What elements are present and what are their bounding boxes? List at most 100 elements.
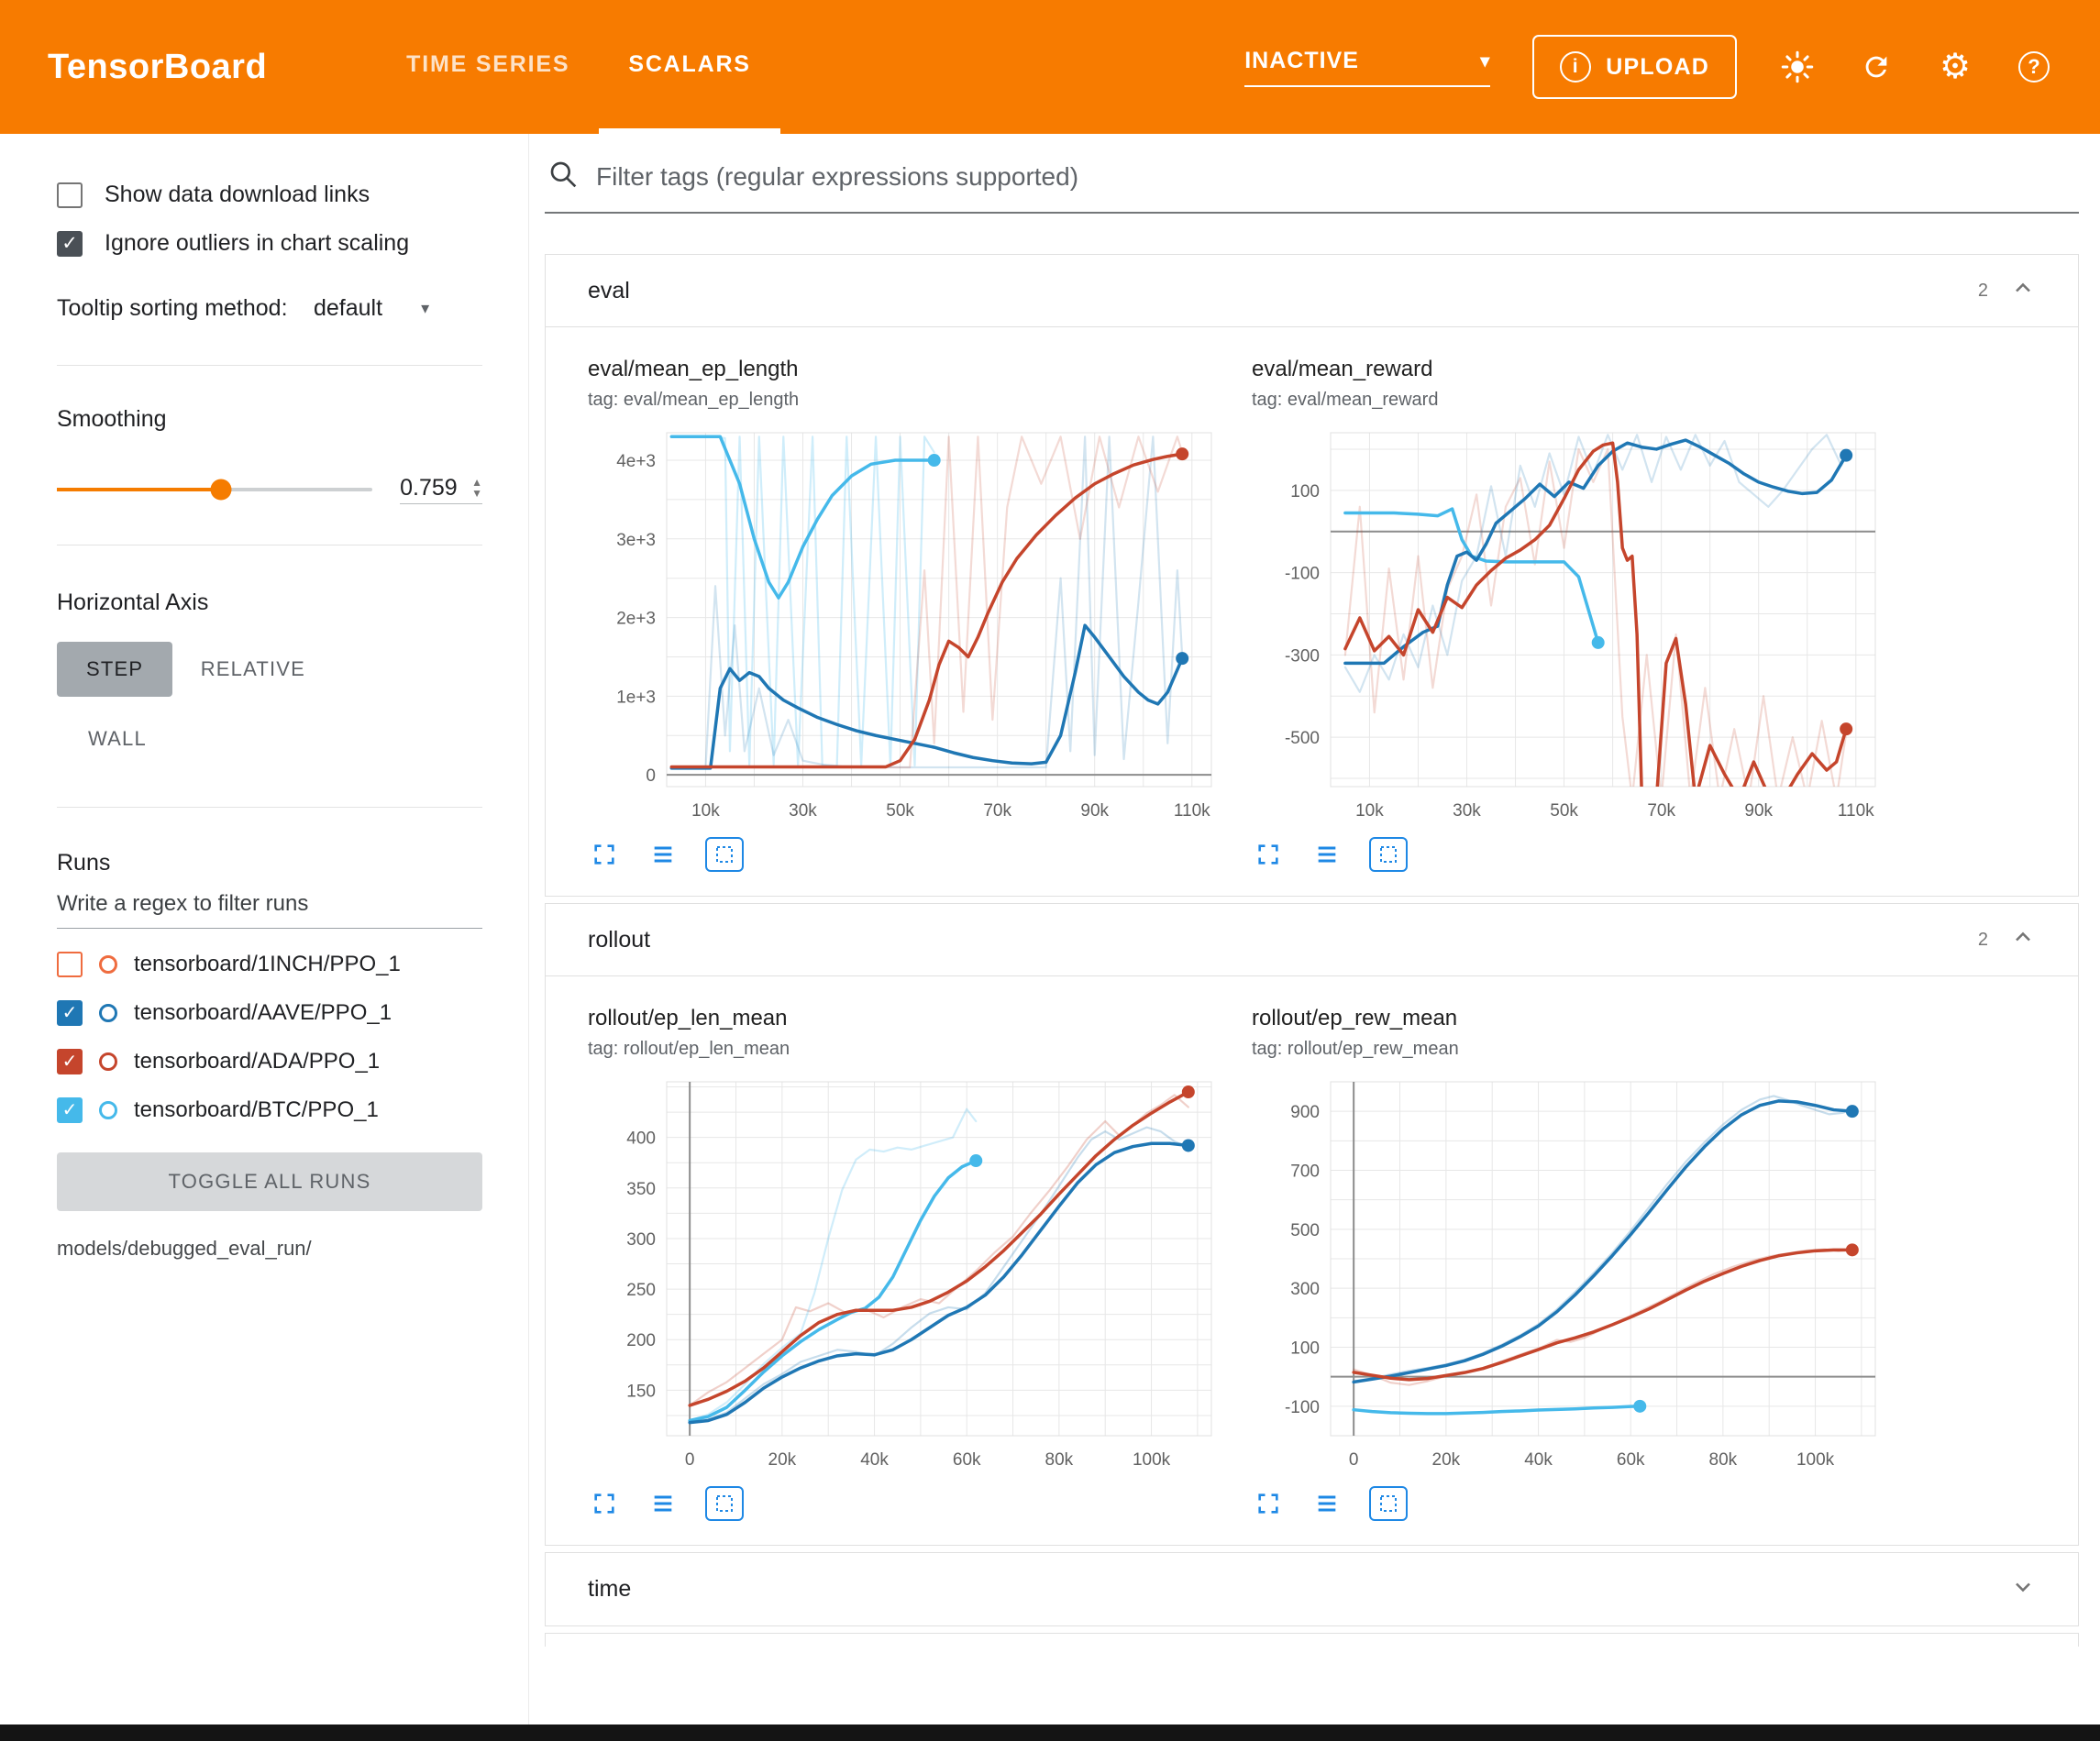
app-title: TensorBoard	[48, 47, 268, 86]
chart-canvas[interactable]: 10k 30k 50k 70k 90k 110k 100 -100 -300 -500	[1252, 420, 1890, 835]
svg-text:-500: -500	[1285, 729, 1320, 748]
chart-eval-mean-reward: eval/mean_reward tag: eval/mean_reward 1…	[1252, 357, 1890, 872]
tab-scalars[interactable]: SCALARS	[599, 0, 780, 134]
chart-canvas[interactable]: 0 20k 40k 60k 80k 100k 150 200 250 300 350 400	[588, 1069, 1226, 1484]
data-table-icon[interactable]	[647, 838, 680, 871]
svg-text:0: 0	[685, 1450, 695, 1470]
brightness-icon[interactable]	[1779, 49, 1816, 85]
svg-text:30k: 30k	[1453, 801, 1481, 821]
data-table-icon[interactable]	[1310, 838, 1343, 871]
settings-gear-icon[interactable]: ⚙	[1939, 48, 1972, 86]
svg-text:900: 900	[1290, 1103, 1320, 1122]
smoothing-value-input[interactable]	[400, 474, 472, 501]
svg-text:70k: 70k	[1647, 801, 1675, 821]
section-eval-header[interactable]: eval 2	[546, 255, 2078, 327]
run-checkbox[interactable]	[57, 951, 83, 977]
show-download-links-checkbox[interactable]	[57, 182, 83, 208]
fit-domain-icon[interactable]	[705, 1486, 744, 1521]
svg-text:-300: -300	[1285, 646, 1320, 666]
run-row[interactable]: tensorboard/1INCH/PPO_1	[57, 951, 482, 977]
filter-tags-input[interactable]	[596, 161, 2075, 192]
expand-chart-icon[interactable]	[588, 838, 621, 871]
filter-tags-row	[545, 160, 2079, 214]
chart-title: rollout/ep_len_mean	[588, 1006, 788, 1030]
help-icon[interactable]: ?	[2016, 49, 2052, 85]
expand-chart-icon[interactable]	[1252, 1487, 1285, 1520]
run-label: tensorboard/1INCH/PPO_1	[134, 951, 401, 976]
axis-step-button[interactable]: STEP	[57, 641, 173, 697]
settings-sidebar: Show data download links ✓ Ignore outlie…	[0, 134, 529, 1724]
data-table-icon[interactable]	[1310, 1487, 1343, 1520]
show-download-links-label: Show data download links	[105, 182, 370, 207]
runs-list: tensorboard/1INCH/PPO_1 ✓ tensorboard/AAVE…	[57, 951, 482, 1123]
chevron-down-icon: ▾	[421, 299, 430, 318]
smoothing-slider[interactable]	[57, 479, 373, 501]
status-dropdown[interactable]: INACTIVE ▾	[1244, 48, 1491, 87]
main-content: eval 2 eval/mean_ep_length tag: eval/mea…	[530, 134, 2100, 1724]
section-title: time	[588, 1576, 632, 1602]
svg-text:300: 300	[1290, 1280, 1320, 1299]
runs-filter-input[interactable]	[57, 876, 482, 929]
run-checkbox[interactable]: ✓	[57, 999, 83, 1026]
ignore-outliers-checkbox[interactable]: ✓	[57, 230, 83, 257]
chart-canvas[interactable]: 10k 30k 50k 70k 90k 110k 0 1e+3 2e+3 3e+3 4e+3	[588, 420, 1226, 835]
fit-domain-icon[interactable]	[1369, 1486, 1408, 1521]
run-row[interactable]: ✓ tensorboard/AAVE/PPO_1	[57, 999, 482, 1026]
header-tabs: TIME SERIES SCALARS	[377, 0, 780, 134]
svg-text:-100: -100	[1285, 1398, 1320, 1417]
run-color-circle	[99, 1052, 117, 1071]
upload-button[interactable]: i UPLOAD	[1532, 35, 1737, 99]
svg-text:110k: 110k	[1174, 801, 1210, 821]
chevron-down-icon[interactable]	[2010, 1574, 2036, 1605]
svg-text:200: 200	[626, 1331, 656, 1350]
svg-text:10k: 10k	[1355, 801, 1384, 821]
ignore-outliers-row[interactable]: ✓ Ignore outliers in chart scaling	[57, 230, 482, 257]
chevron-up-icon[interactable]	[2010, 275, 2036, 306]
smoothing-value-box: ▲ ▼	[400, 474, 482, 504]
tab-time-series[interactable]: TIME SERIES	[406, 50, 570, 77]
svg-text:100: 100	[1290, 1339, 1320, 1359]
fit-domain-icon[interactable]	[705, 837, 744, 872]
svg-text:40k: 40k	[1524, 1450, 1553, 1470]
run-color-circle	[99, 1100, 117, 1119]
chevron-down-icon: ▾	[1480, 50, 1491, 72]
svg-text:1e+3: 1e+3	[616, 688, 656, 707]
expand-chart-icon[interactable]	[588, 1487, 621, 1520]
toggle-all-runs-button[interactable]: TOGGLE ALL RUNS	[57, 1151, 482, 1211]
run-row[interactable]: ✓ tensorboard/ADA/PPO_1	[57, 1048, 482, 1074]
svg-text:60k: 60k	[1617, 1450, 1645, 1470]
svg-text:500: 500	[1290, 1221, 1320, 1240]
axis-wall-button[interactable]: WALL	[64, 711, 171, 766]
tooltip-sorting-value: default	[314, 295, 383, 322]
svg-text:50k: 50k	[1550, 801, 1578, 821]
runs-path: models/debugged_eval_run/	[57, 1236, 312, 1260]
chart-tag: tag: rollout/ep_len_mean	[588, 1039, 790, 1059]
section-time: time	[545, 1552, 2079, 1626]
run-row[interactable]: ✓ tensorboard/BTC/PPO_1	[57, 1096, 482, 1123]
chart-canvas[interactable]: 0 20k 40k 60k 80k 100k -100 100 300 500 700 900	[1252, 1069, 1890, 1484]
section-time-header[interactable]: time	[546, 1553, 2078, 1625]
chevron-up-icon[interactable]	[2010, 924, 2036, 955]
run-checkbox[interactable]: ✓	[57, 1048, 83, 1074]
chart-tag: tag: eval/mean_ep_length	[588, 390, 800, 410]
run-label: tensorboard/BTC/PPO_1	[134, 1096, 379, 1122]
svg-text:80k: 80k	[1709, 1450, 1738, 1470]
chart-rollout-ep-rew-mean: rollout/ep_rew_mean tag: rollout/ep_rew_…	[1252, 1006, 1890, 1521]
section-rollout-header[interactable]: rollout 2	[546, 904, 2078, 976]
run-checkbox[interactable]: ✓	[57, 1096, 83, 1123]
search-icon	[548, 160, 578, 193]
chart-eval-mean-ep-length: eval/mean_ep_length tag: eval/mean_ep_le…	[588, 357, 1226, 872]
svg-text:4e+3: 4e+3	[616, 452, 656, 471]
ignore-outliers-label: Ignore outliers in chart scaling	[105, 230, 410, 256]
expand-chart-icon[interactable]	[1252, 838, 1285, 871]
smoothing-slider-thumb[interactable]	[210, 479, 232, 501]
svg-text:150: 150	[626, 1382, 656, 1401]
data-table-icon[interactable]	[647, 1487, 680, 1520]
stepper-arrows[interactable]: ▲ ▼	[471, 476, 482, 501]
show-download-links-row[interactable]: Show data download links	[57, 182, 482, 208]
axis-relative-button[interactable]: RELATIVE	[177, 642, 329, 697]
fit-domain-icon[interactable]	[1369, 837, 1408, 872]
refresh-icon[interactable]	[1858, 49, 1895, 85]
tooltip-sorting-dropdown[interactable]: default ▾	[314, 295, 429, 322]
svg-text:300: 300	[626, 1230, 656, 1250]
